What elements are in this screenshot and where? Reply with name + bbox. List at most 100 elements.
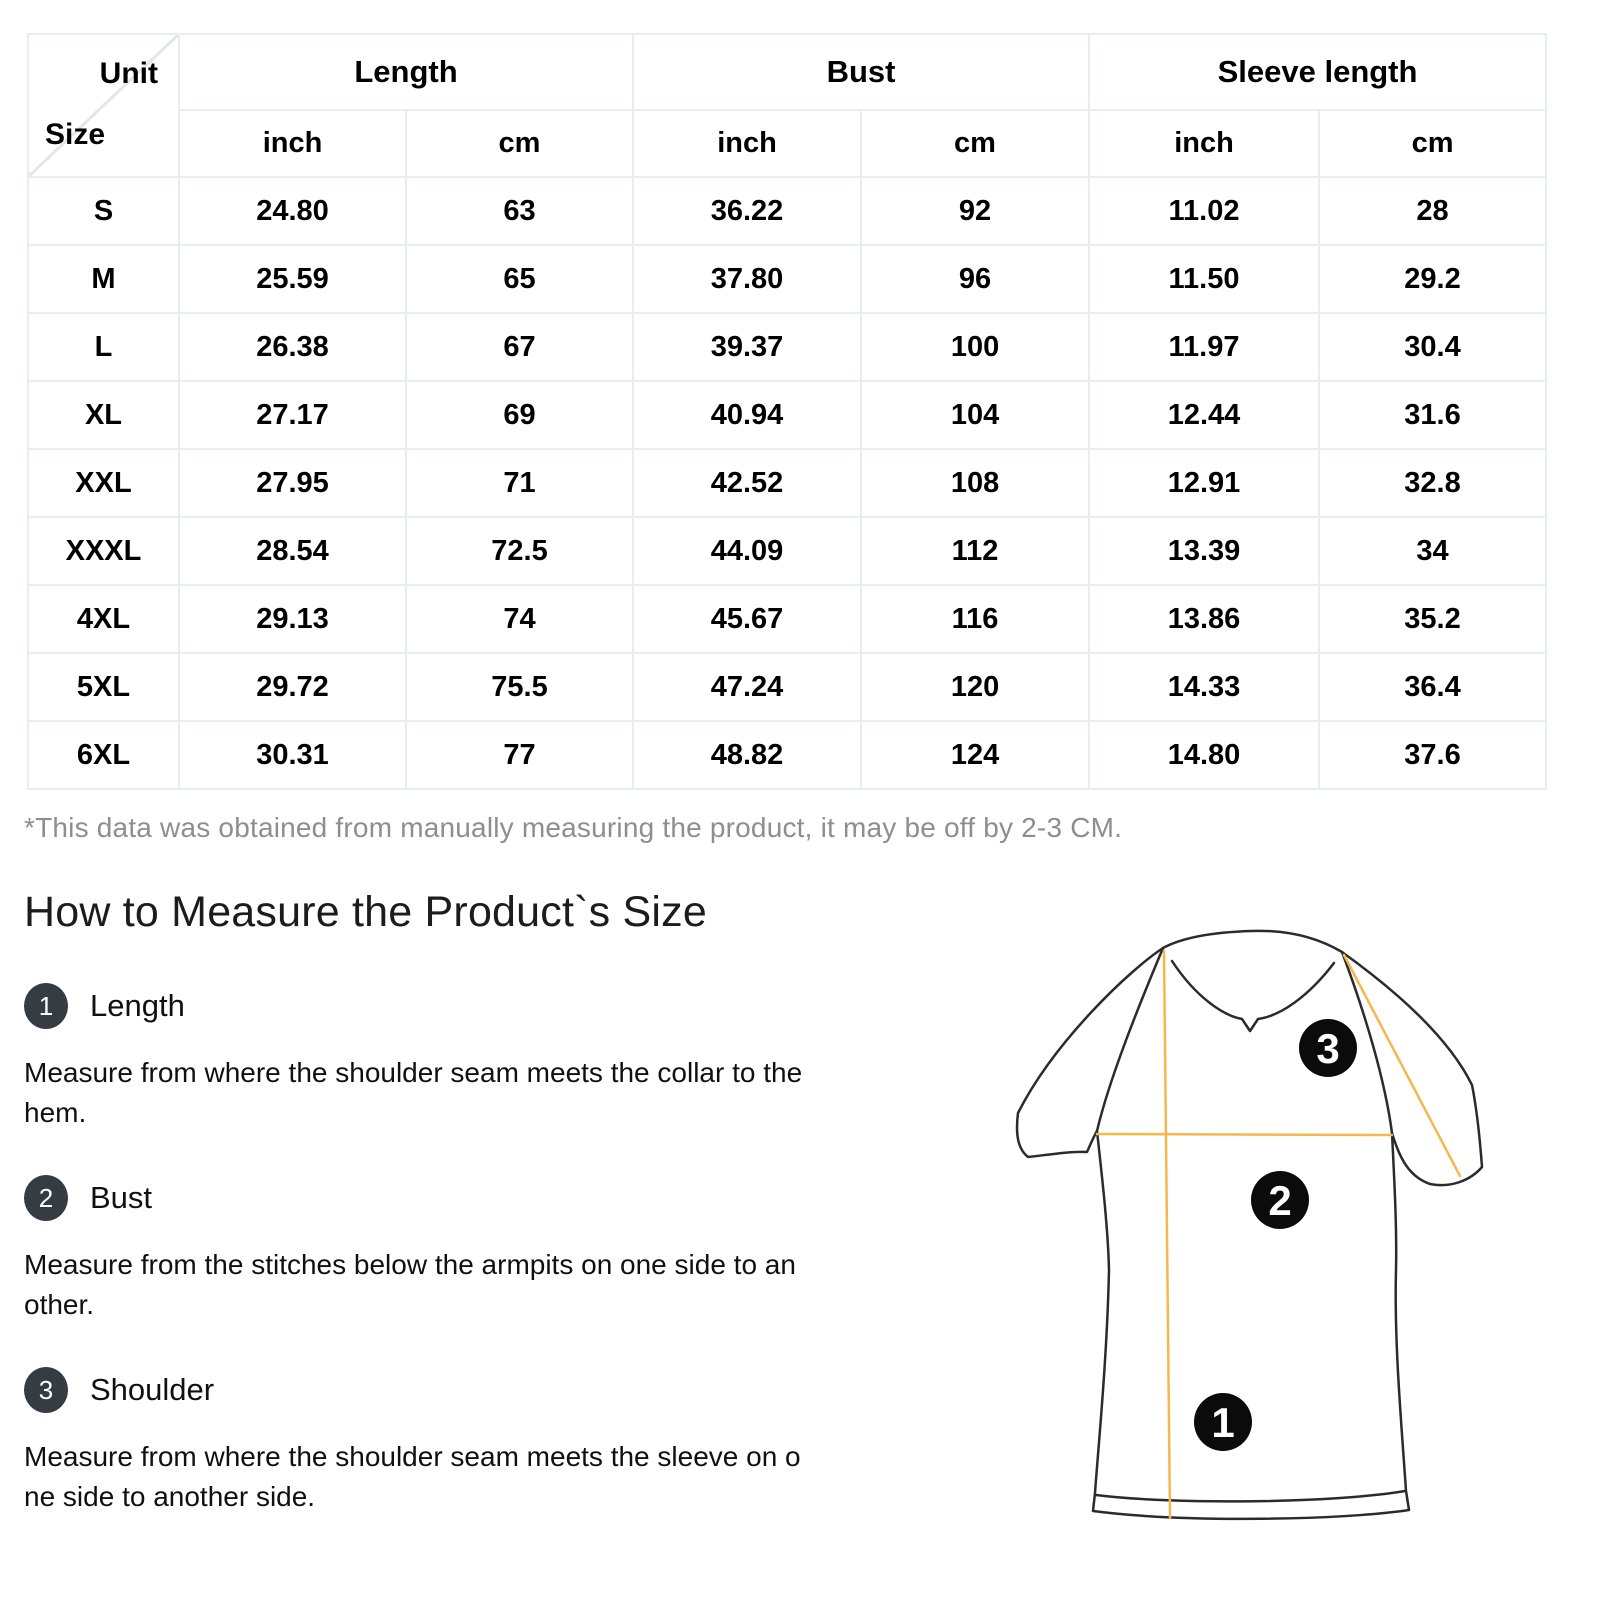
how-to-measure-section: How to Measure the Product`s Size 1 Leng… xyxy=(24,888,964,1517)
table-cell: 32.8 xyxy=(1318,448,1548,518)
marker-3-circle xyxy=(1299,1019,1357,1077)
table-cell: 13.86 xyxy=(1088,584,1321,654)
unit-header: cm xyxy=(859,109,1091,178)
table-cell: 11.97 xyxy=(1088,312,1321,382)
table-group-header-row: Unit Size Length Bust Sleeve length xyxy=(27,33,1548,178)
table-cell: 67 xyxy=(405,312,634,382)
step-description: Measure from where the shoulder seam mee… xyxy=(24,1057,803,1128)
left-raglan-seam xyxy=(1095,946,1165,1133)
collar-line xyxy=(1170,959,1336,1033)
table-cell: 30.31 xyxy=(178,720,407,790)
size-cell: L xyxy=(27,312,180,382)
table-cell: 92 xyxy=(859,176,1091,246)
table-cell: 13.39 xyxy=(1088,516,1321,586)
marker-3-number: 3 xyxy=(1316,1025,1339,1072)
table-unit-header-row: inch cm inch cm inch cm xyxy=(28,109,1548,178)
tshirt-measurement-diagram: 3 2 1 xyxy=(985,925,1505,1545)
table-cell: 26.38 xyxy=(178,312,407,382)
group-header-sleeve-length: Sleeve length xyxy=(1088,33,1548,111)
right-raglan-seam xyxy=(1340,950,1394,1135)
table-cell: 12.44 xyxy=(1088,380,1321,450)
table-row: 5XL 29.72 75.5 47.24 120 14.33 36.4 xyxy=(27,652,1548,722)
marker-1-number: 1 xyxy=(1211,1399,1234,1446)
table-cell: 12.91 xyxy=(1088,448,1321,518)
table-row: 6XL 30.31 77 48.82 124 14.80 37.6 xyxy=(27,720,1548,790)
size-cell: S xyxy=(27,176,180,246)
table-cell: 48.82 xyxy=(632,720,862,790)
step-bust: 2 Bust xyxy=(24,1175,964,1221)
table-cell: 42.52 xyxy=(632,448,862,518)
table-cell: 96 xyxy=(859,244,1091,314)
table-cell: 47.24 xyxy=(632,652,862,722)
table-cell: 75.5 xyxy=(405,652,634,722)
table-cell: 27.17 xyxy=(178,380,407,450)
table-cell: 28 xyxy=(1318,176,1548,246)
step-number-badge: 2 xyxy=(24,1175,68,1221)
table-cell: 116 xyxy=(859,584,1091,654)
tshirt-illustration: 3 2 1 xyxy=(1015,929,1484,1521)
section-title: How to Measure the Product`s Size xyxy=(24,888,707,936)
length-measure-line xyxy=(1162,949,1172,1520)
unit-header: cm xyxy=(405,109,634,178)
unit-header: inch xyxy=(178,109,407,178)
table-cell: 28.54 xyxy=(178,516,407,586)
table-cell: 65 xyxy=(405,244,634,314)
step-number-badge: 1 xyxy=(24,983,68,1029)
table-cell: 120 xyxy=(859,652,1091,722)
table-cell: 14.33 xyxy=(1088,652,1321,722)
table-row: XXXL 28.54 72.5 44.09 112 13.39 34 xyxy=(27,516,1548,586)
step-number-badge: 3 xyxy=(24,1367,68,1413)
hem-band-line xyxy=(1094,1489,1407,1503)
table-cell: 30.4 xyxy=(1318,312,1548,382)
table-cell: 34 xyxy=(1318,516,1548,586)
unit-header: inch xyxy=(632,109,862,178)
table-row: 4XL 29.13 74 45.67 116 13.86 35.2 xyxy=(27,584,1548,654)
shoulder-measure-line xyxy=(1342,953,1462,1178)
corner-size-label: Size xyxy=(45,118,106,151)
table-cell: 29.2 xyxy=(1318,244,1548,314)
size-cell: XL xyxy=(27,380,180,450)
table-cell: 77 xyxy=(405,720,634,790)
table-row: XL 27.17 69 40.94 104 12.44 31.6 xyxy=(27,380,1548,450)
tshirt-outline xyxy=(1015,929,1484,1521)
table-cell: 31.6 xyxy=(1318,380,1548,450)
table-cell: 100 xyxy=(859,312,1091,382)
table-cell: 27.95 xyxy=(178,448,407,518)
table-cell: 36.4 xyxy=(1318,652,1548,722)
size-cell: 5XL xyxy=(27,652,180,722)
corner-header-cell: Unit Size xyxy=(27,33,180,178)
group-header-bust: Bust xyxy=(631,33,1091,111)
marker-2-circle xyxy=(1251,1171,1309,1229)
unit-header: inch xyxy=(1088,109,1321,178)
size-cell: XXXL xyxy=(27,516,180,586)
table-row: S 24.80 63 36.22 92 11.02 28 xyxy=(27,176,1548,246)
table-cell: 104 xyxy=(859,380,1091,450)
table-cell: 29.72 xyxy=(178,652,407,722)
size-cell: M xyxy=(27,244,180,314)
table-cell: 124 xyxy=(859,720,1091,790)
table-cell: 39.37 xyxy=(632,312,862,382)
table-cell: 45.67 xyxy=(632,584,862,654)
step-description: Measure from where the shoulder seam mee… xyxy=(24,1441,801,1512)
group-header-length: Length xyxy=(178,33,634,111)
table-cell: 37.80 xyxy=(632,244,862,314)
step-label: Bust xyxy=(90,1180,153,1215)
table-cell: 72.5 xyxy=(405,516,634,586)
corner-unit-label: Unit xyxy=(99,57,158,90)
table-cell: 14.80 xyxy=(1088,720,1321,790)
table-row: M 25.59 65 37.80 96 11.50 29.2 xyxy=(27,244,1548,314)
table-cell: 112 xyxy=(859,516,1091,586)
size-chart-table: Unit Size Length Bust Sleeve length inch… xyxy=(27,33,1548,790)
size-cell: XXL xyxy=(27,448,180,518)
table-cell: 63 xyxy=(405,176,634,246)
table-cell: 71 xyxy=(405,448,634,518)
table-cell: 35.2 xyxy=(1318,584,1548,654)
table-cell: 40.94 xyxy=(632,380,862,450)
measurement-disclaimer: *This data was obtained from manually me… xyxy=(24,812,1123,843)
table-row: XXL 27.95 71 42.52 108 12.91 32.8 xyxy=(27,448,1548,518)
unit-header: cm xyxy=(1318,109,1548,178)
table-cell: 108 xyxy=(859,448,1091,518)
bust-measure-line xyxy=(1095,1132,1394,1137)
table-cell: 11.50 xyxy=(1088,244,1321,314)
table-cell: 69 xyxy=(405,380,634,450)
